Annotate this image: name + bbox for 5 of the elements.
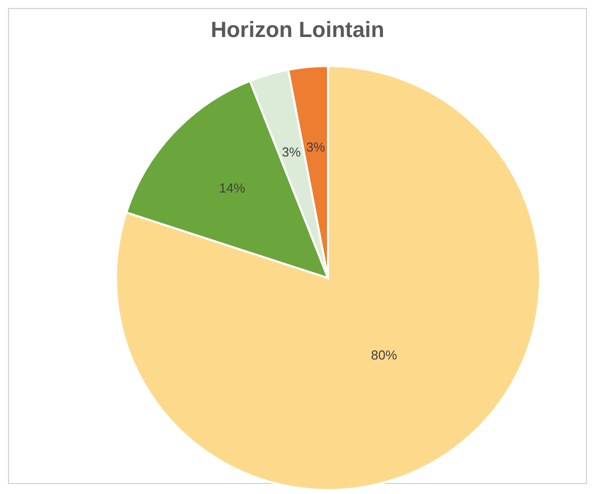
data-label: 14%: [219, 180, 246, 196]
data-label: 3%: [306, 140, 326, 155]
data-label: 80%: [371, 348, 398, 363]
chart-title: Horizon Lointain: [210, 16, 386, 44]
data-label: 3%: [282, 144, 302, 160]
